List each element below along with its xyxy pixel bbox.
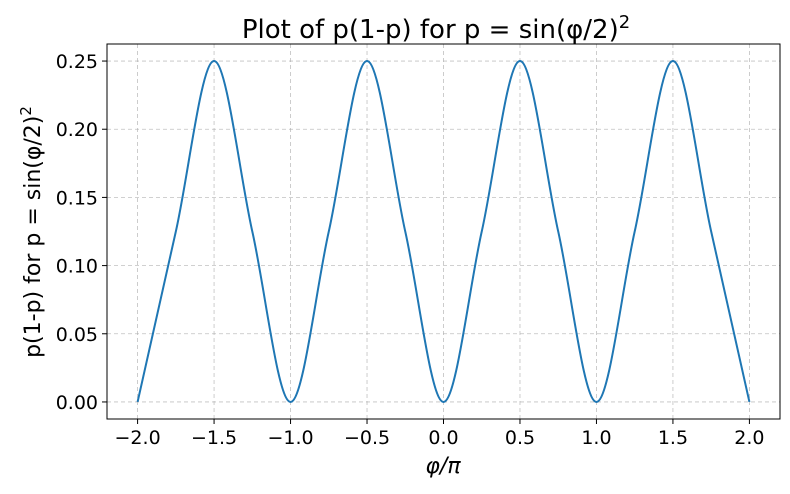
series-layer	[136, 60, 751, 403]
x-tick-label: 1.5	[658, 427, 688, 449]
y-tick-label: 0.00	[56, 392, 98, 414]
y-tick-label: 0.15	[56, 187, 98, 209]
x-tick-label: 1.0	[581, 427, 611, 449]
grid	[107, 44, 780, 419]
y-tick-label: 0.05	[56, 324, 98, 346]
y-tick-label: 0.20	[56, 119, 98, 141]
y-tick-label: 0.10	[56, 256, 98, 278]
x-tick-label: −0.5	[344, 427, 390, 449]
x-tick-label: 0.0	[428, 427, 458, 449]
x-axis-ticks: −2.0 −1.5 −1.0 −0.5 0.0 0.5 1.0 1.5 2.0	[115, 419, 765, 449]
y-axis-label-superscript: 2	[17, 106, 35, 116]
y-axis-ticks: 0.00 0.05 0.10 0.15 0.20 0.25	[56, 51, 107, 414]
y-tick-label: 0.25	[56, 51, 98, 73]
x-axis-label: φ/π	[425, 454, 461, 479]
y-axis-label: p(1-p) for p = sin(φ/2)2	[17, 106, 46, 358]
x-tick-label: −2.0	[115, 427, 161, 449]
chart-title: Plot of p(1-p) for p = sin(φ/2)2	[242, 12, 630, 45]
x-tick-label: 2.0	[734, 427, 764, 449]
x-tick-label: −1.5	[191, 427, 237, 449]
chart-title-superscript: 2	[619, 12, 630, 33]
series-line	[136, 60, 751, 403]
x-tick-label: 0.5	[505, 427, 535, 449]
x-tick-label: −1.0	[267, 427, 313, 449]
